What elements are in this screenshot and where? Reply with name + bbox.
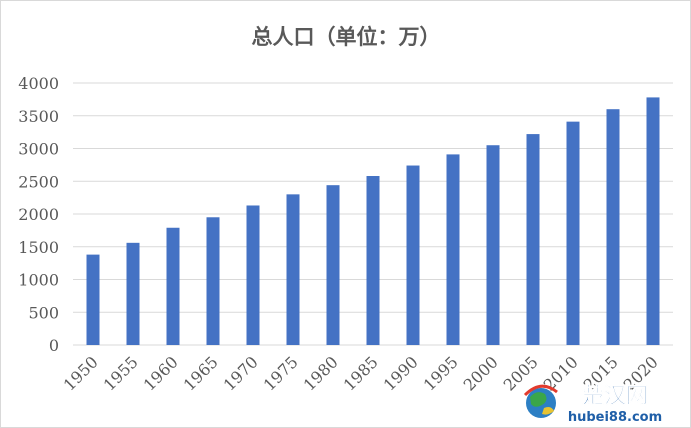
globe-logo-icon (523, 384, 558, 418)
x-tick-label: 1970 (220, 352, 262, 394)
x-tick-label: 1965 (180, 352, 222, 394)
x-tick-label: 1995 (420, 352, 462, 394)
chart-title: 总人口（单位：万） (252, 24, 441, 49)
bar-2015 (606, 109, 620, 345)
x-tick-label: 1980 (300, 352, 342, 394)
x-tick-label: 1985 (340, 352, 382, 394)
y-tick-label: 500 (28, 303, 59, 322)
x-tick-label: 1955 (100, 352, 142, 394)
y-tick-label: 1000 (18, 271, 59, 290)
x-tick-label: 1960 (140, 352, 182, 394)
bar-2020 (646, 97, 660, 345)
y-tick-label: 1500 (18, 238, 59, 257)
x-tick-label: 1975 (260, 352, 302, 394)
bar-2000 (486, 145, 500, 345)
bar-1960 (166, 227, 180, 345)
bar-1995 (446, 154, 460, 345)
site-watermark: 楚汉网 hubei88.com (523, 384, 662, 425)
x-tick-label: 2010 (540, 352, 582, 394)
y-tick-label: 0 (49, 336, 59, 355)
bar-1955 (126, 242, 140, 345)
bar-1950 (86, 254, 100, 345)
x-axis-tick-labels: 1950195519601965197019751980198519901995… (60, 352, 662, 394)
y-tick-label: 2500 (18, 172, 59, 191)
x-tick-label: 1950 (60, 352, 102, 394)
y-tick-label: 4000 (18, 74, 59, 93)
x-tick-label: 1990 (380, 352, 422, 394)
y-tick-label: 2000 (18, 205, 59, 224)
watermark-url: hubei88.com (568, 410, 662, 425)
bar-1985 (366, 176, 380, 345)
y-axis-tick-labels: 0 500 1000 1500 2000 2500 3000 3500 4000 (18, 74, 59, 355)
bar-1980 (326, 185, 340, 345)
bar-2005 (526, 134, 540, 345)
y-tick-label: 3500 (18, 107, 59, 126)
y-tick-label: 3000 (18, 140, 59, 159)
bar-1975 (286, 194, 300, 345)
bar-2010 (566, 121, 580, 346)
bar-1965 (206, 217, 220, 345)
bar-1970 (246, 205, 260, 345)
x-tick-label: 2000 (460, 352, 502, 394)
bar-1990 (406, 165, 420, 345)
watermark-brand: 楚汉网 (582, 384, 648, 409)
bars (86, 97, 660, 346)
